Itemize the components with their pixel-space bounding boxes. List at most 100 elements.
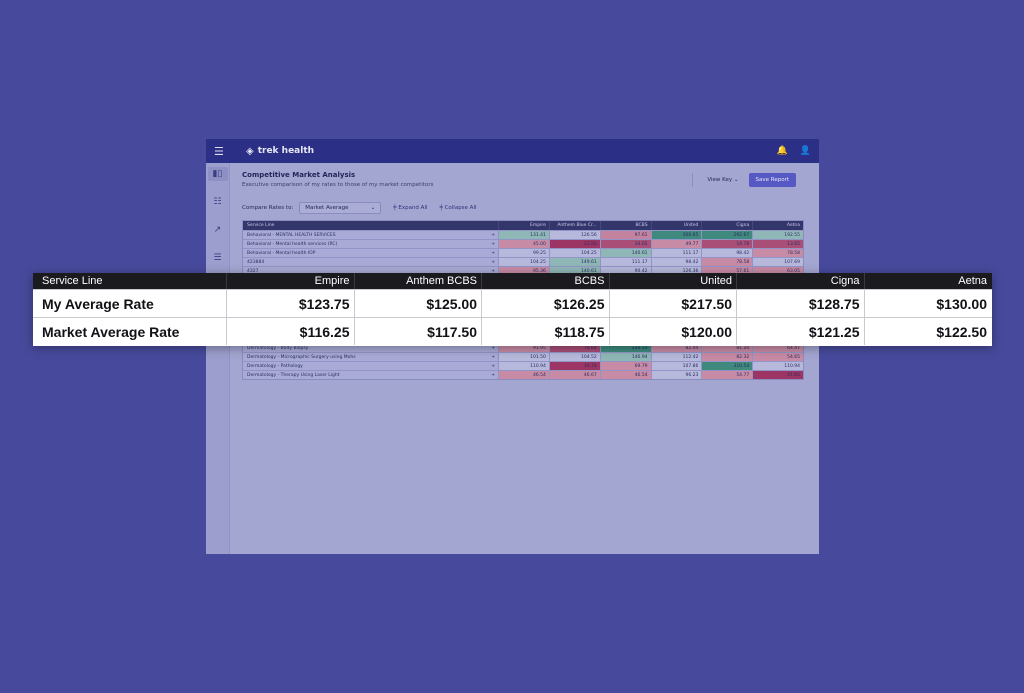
table-row[interactable]: Behavioral - Mental health IOP +99.25 104.…: [243, 248, 804, 257]
expand-all-button[interactable]: ╪ Expand All: [393, 205, 427, 211]
market-average-rate-row: Market Average Rate $116.25 $117.50 $118…: [33, 317, 992, 345]
grid-col-united[interactable]: United: [650, 221, 702, 230]
rate-cell: 192.55: [752, 231, 804, 239]
average-rate-card: Service Line Empire Anthem BCBS BCBS Uni…: [33, 273, 992, 346]
grid-col-cigna[interactable]: Cigna: [701, 221, 752, 230]
card-col-aetna: Aetna: [863, 273, 992, 289]
rate-cell: 98.42: [650, 258, 702, 266]
card-col-empire: Empire: [226, 273, 354, 289]
add-icon[interactable]: +: [491, 233, 496, 238]
service-line-cell: Behavioral - Mental health IOP +: [243, 249, 499, 257]
table-icon[interactable]: ☷: [213, 197, 222, 207]
service-line-cell: Dermatology - Pathology +: [243, 362, 499, 370]
rate-cell: 82.32: [701, 353, 753, 361]
rate-cell: 46.67: [548, 371, 600, 379]
rate-cell: 96.23: [650, 371, 702, 379]
service-line-name: 423884: [247, 260, 265, 265]
rate-cell: 23.50: [548, 240, 600, 248]
rate-cell: 90.42: [599, 267, 651, 275]
compare-controls: Compare Rates to: Market Average ⌄ ╪ Exp…: [242, 202, 808, 214]
collapse-all-button[interactable]: ╪ Collapse All: [440, 205, 477, 211]
grid-col-service-line[interactable]: Service Line: [247, 223, 275, 228]
rate-cell: 104.52: [548, 353, 600, 361]
rate-cell: 146.94: [599, 353, 651, 361]
bell-icon[interactable]: 🔔: [776, 146, 788, 156]
table-row[interactable]: Dermatology - Pathology +110.94 10.74 69.79…: [243, 361, 804, 370]
grid-rows-bottom: Dermatology - Body Biopsy +91.95 70.64 230.…: [243, 343, 804, 379]
rate-cell: 110.94: [498, 362, 549, 370]
rate-cell: 46.54: [599, 371, 651, 379]
grid-col-bcbs[interactable]: BCBS: [599, 221, 651, 230]
rate-cell: 101.50: [498, 353, 549, 361]
row-label: My Average Rate: [42, 295, 154, 312]
rate-cell: $116.25: [226, 318, 354, 345]
search-list-icon[interactable]: ☰: [213, 253, 222, 263]
rate-cell: 45.00: [498, 240, 549, 248]
rate-cell: $122.50: [863, 318, 992, 345]
service-line-name: Dermatology - Pathology: [247, 364, 303, 369]
add-icon[interactable]: +: [491, 355, 496, 360]
table-row[interactable]: Behavioral - Mental health services (RC)…: [243, 239, 804, 248]
rate-cell: $121.25: [736, 318, 864, 345]
rate-cell: 230.14: [599, 344, 651, 352]
rate-cell: $217.50: [608, 290, 737, 317]
rate-cell: 54.77: [701, 371, 753, 379]
menu-icon[interactable]: ☰: [214, 144, 224, 158]
brand-name: trek health: [257, 146, 315, 156]
grid-col-empire[interactable]: Empire: [498, 221, 549, 230]
table-row[interactable]: Behavioral - MENTAL HEALTH SERVICES +131.…: [243, 230, 804, 239]
add-icon[interactable]: +: [491, 242, 496, 247]
service-line-cell: Behavioral - Mental health services (RC)…: [243, 240, 499, 248]
view-key-button[interactable]: View Key ⌄: [692, 173, 739, 187]
add-icon[interactable]: +: [491, 364, 496, 369]
table-row[interactable]: Dermatology - Therapy Using Laser Light +…: [243, 370, 804, 379]
rate-cell: 34.65: [599, 240, 651, 248]
rate-grid: Service Line Empire Anthem Blue Cr... BC…: [242, 220, 804, 380]
card-col-anthem-bcbs: Anthem BCBS: [353, 273, 482, 289]
rate-cell: 49.77: [650, 240, 702, 248]
rate-cell: 82.04: [650, 344, 702, 352]
add-icon[interactable]: +: [491, 373, 496, 378]
add-icon[interactable]: +: [491, 251, 496, 256]
logo-icon: ◈: [246, 145, 254, 157]
collapse-all-label: Collapse All: [444, 205, 477, 211]
rate-cell: 126.56: [548, 231, 600, 239]
table-row[interactable]: 4327 +95.36 140.61 90.42 126.36 57.61 63.05: [243, 266, 804, 275]
trend-icon[interactable]: ↗: [213, 225, 222, 235]
rate-cell: 149.61: [548, 258, 600, 266]
expand-icon: ╪: [393, 205, 397, 211]
add-icon[interactable]: +: [491, 269, 496, 274]
rate-cell: 97.61: [599, 231, 651, 239]
add-icon[interactable]: +: [491, 260, 496, 265]
rate-cell: $118.75: [481, 318, 609, 345]
rate-cell: 54.65: [752, 353, 804, 361]
grid-header: Service Line Empire Anthem Blue Cr... BC…: [243, 221, 803, 230]
service-line-cell: Behavioral - MENTAL HEALTH SERVICES +: [243, 231, 499, 239]
rate-cell: $117.50: [353, 318, 482, 345]
rate-cell: 310.54: [701, 362, 753, 370]
rate-cell: 78.58: [752, 249, 804, 257]
rate-cell: $120.00: [608, 318, 737, 345]
table-row[interactable]: Dermatology - Micrographic Surgery using…: [243, 352, 804, 361]
rate-cell: 140.61: [599, 249, 651, 257]
card-header: Service Line Empire Anthem BCBS BCBS Uni…: [33, 273, 992, 289]
brand-logo[interactable]: ◈ trek health: [246, 146, 314, 157]
card-col-cigna: Cigna: [736, 273, 864, 289]
rate-cell: $123.75: [226, 290, 354, 317]
rate-cell: 111.17: [599, 258, 651, 266]
save-report-button[interactable]: Save Report: [748, 173, 796, 187]
add-icon[interactable]: +: [491, 346, 496, 351]
grid-col-aetna[interactable]: Aetna: [752, 221, 803, 230]
service-line-cell: 423884 +: [243, 258, 499, 266]
page-subtitle: Executive comparison of my rates to thos…: [242, 182, 434, 188]
user-icon[interactable]: 👤: [799, 146, 811, 156]
rate-cell: 10.74: [548, 362, 600, 370]
my-average-rate-row: My Average Rate $123.75 $125.00 $126.25 …: [33, 289, 992, 317]
card-col-bcbs: BCBS: [481, 273, 609, 289]
table-row[interactable]: 423884 +104.25 149.61 111.17 98.42 78.58 107.6…: [243, 257, 804, 266]
bar-chart-icon[interactable]: ▮▯: [207, 167, 228, 181]
service-line-name: Behavioral - Mental health services (RC): [247, 242, 338, 247]
grid-col-anthem[interactable]: Anthem Blue Cr...: [548, 221, 600, 230]
service-line-name: Behavioral - MENTAL HEALTH SERVICES: [247, 233, 336, 238]
compare-select[interactable]: Market Average ⌄: [299, 202, 382, 214]
